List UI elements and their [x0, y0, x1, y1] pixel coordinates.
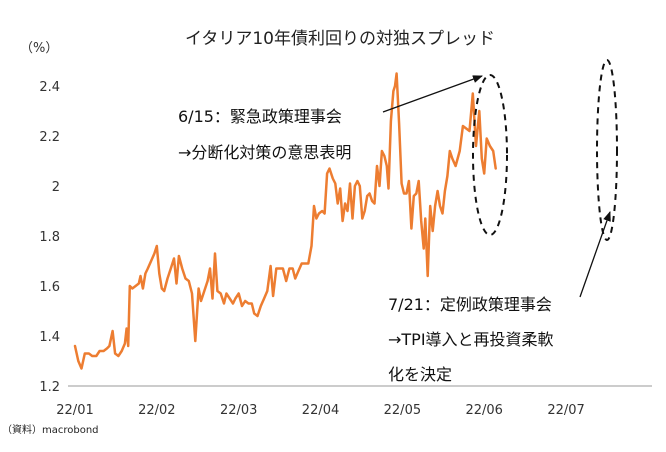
y-unit-label: （%） [20, 41, 58, 56]
y-tick-label: 2.2 [39, 130, 60, 145]
x-tick-label: 22/03 [220, 403, 257, 418]
y-tick-labels: 1.2 1.4 1.6 1.8 2 2.2 2.4 [39, 80, 60, 395]
x-tick-label: 22/02 [138, 403, 175, 418]
highlight-ellipse-july [596, 59, 618, 241]
chart-title: イタリア10年債利回りの対独スプレッド [185, 29, 495, 49]
annotation-july-line2: →TPI導入と再投資柔軟 [388, 330, 554, 349]
y-tick-label: 2.4 [39, 80, 60, 95]
highlight-ellipse-june [472, 74, 508, 236]
x-tick-label: 22/04 [302, 403, 339, 418]
y-tick-label: 1.4 [39, 330, 60, 345]
x-tick-label: 22/01 [56, 403, 93, 418]
annotation-june-line1: 6/15：緊急政策理事会 [178, 107, 342, 126]
source-label: （資料）macrobond [2, 423, 99, 436]
spread-line [73, 72, 497, 370]
x-tick-label: 22/06 [465, 403, 502, 418]
x-tick-label: 22/05 [384, 403, 421, 418]
annotation-arrow-july [579, 211, 611, 298]
y-tick-label: 1.8 [39, 230, 60, 245]
y-tick-label: 2 [52, 180, 60, 195]
annotation-arrow-june [382, 75, 483, 113]
y-tick-label: 1.2 [39, 380, 60, 395]
annotation-july-line3: 化を決定 [388, 365, 452, 384]
annotation-july-line1: 7/21：定例政策理事会 [388, 295, 552, 314]
annotation-june-line2: →分断化対策の意思表明 [178, 143, 351, 162]
x-tick-label: 22/07 [547, 403, 584, 418]
y-tick-label: 1.6 [39, 280, 60, 295]
x-tick-labels: 22/01 22/02 22/03 22/04 22/05 22/06 22/07 [56, 403, 585, 418]
